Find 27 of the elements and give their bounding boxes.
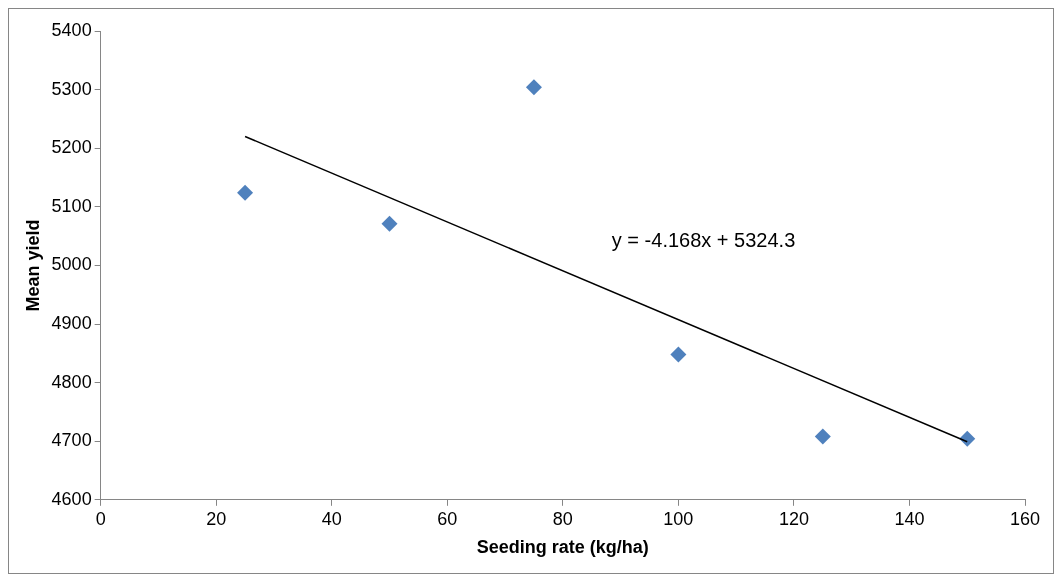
x-tick-label: 0	[95, 508, 106, 529]
point	[959, 430, 976, 447]
x-tick-label: 20	[206, 508, 227, 529]
annotation: y = -4.168x + 5324.3	[611, 229, 796, 252]
point	[814, 428, 831, 445]
x-tick-label: 100	[663, 508, 694, 529]
x-axis-title: Seeding rate (kg/ha)	[476, 537, 649, 558]
x-tick-label: 160	[1009, 508, 1041, 529]
y-tick-label: 5100	[51, 195, 92, 216]
y-axis-title: Mean yield	[22, 219, 43, 312]
x-tick-label: 40	[321, 508, 342, 529]
point	[237, 184, 254, 201]
x-tick-label: 80	[552, 508, 573, 529]
point	[381, 215, 398, 232]
y-tick-label: 5000	[51, 254, 92, 275]
y-tick-label: 4900	[51, 312, 92, 333]
y-tick-label: 4800	[51, 371, 92, 392]
y-tick-label: 5300	[51, 78, 92, 99]
point	[525, 79, 542, 96]
y-tick-label: 4700	[51, 430, 92, 451]
y-tick-label: 5200	[51, 137, 92, 158]
point	[670, 346, 687, 363]
x-tick-label: 140	[894, 508, 925, 529]
x-tick-label: 120	[778, 508, 809, 529]
x-tick-label: 60	[437, 508, 458, 529]
y-tick-label: 5400	[51, 19, 92, 40]
y-tick-label: 4600	[51, 488, 92, 509]
